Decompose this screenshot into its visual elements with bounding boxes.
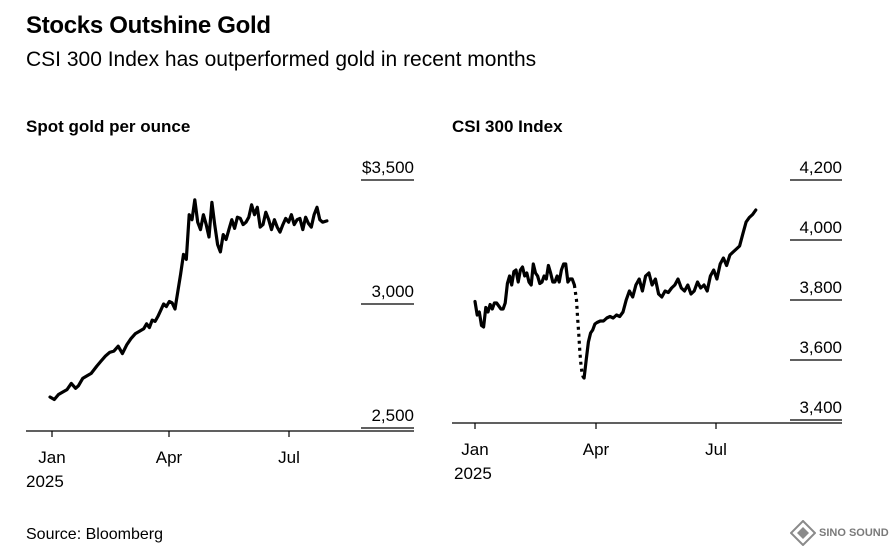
csi-x-ticks: Jan Apr Jul xyxy=(461,423,727,459)
csi-y-tick-label: 3,400 xyxy=(799,398,842,417)
gold-x-ticks: Jan Apr Jul xyxy=(38,431,300,467)
csi-series-line xyxy=(582,208,758,380)
chart-title: Stocks Outshine Gold xyxy=(26,12,271,39)
csi-x-year-label: 2025 xyxy=(454,464,492,483)
csi-x-tick-label: Apr xyxy=(583,440,610,459)
chart-subtitle: CSI 300 Index has outperformed gold in r… xyxy=(26,48,537,71)
csi-panel-title: CSI 300 Index xyxy=(452,117,563,136)
csi-y-tick-label: 3,600 xyxy=(799,338,842,357)
gold-panel: Spot gold per ounce 2,500 3,000 $3,500 Jan… xyxy=(26,117,414,491)
gold-gridlines xyxy=(361,179,414,429)
gold-x-tick-label: Jul xyxy=(278,448,300,467)
gold-x-year-label: 2025 xyxy=(26,472,64,491)
csi-y-tick-label: 3,800 xyxy=(799,278,842,297)
csi-y-tick-label: 4,000 xyxy=(799,218,842,237)
gold-x-tick-label: Jan xyxy=(38,448,65,467)
csi-x-tick-label: Jul xyxy=(705,440,727,459)
gold-series-line xyxy=(48,198,329,402)
gold-panel-title: Spot gold per ounce xyxy=(26,117,190,136)
diamond-logo-icon xyxy=(790,520,816,546)
csi-y-tick-labels: 3,400 3,600 3,800 4,000 4,200 xyxy=(799,158,842,417)
gold-series xyxy=(48,198,329,402)
gold-y-tick-label: $3,500 xyxy=(362,158,414,177)
csi-x-tick-label: Jan xyxy=(461,440,488,459)
gold-y-tick-label: 2,500 xyxy=(371,406,414,425)
csi-y-tick-label: 4,200 xyxy=(799,158,842,177)
gold-y-tick-labels: 2,500 3,000 $3,500 xyxy=(362,158,414,425)
csi-panel: CSI 300 Index 3,4003,6003,8004,0004,200 … xyxy=(452,117,842,483)
sino-sound-logo: SINO SOUND xyxy=(790,520,889,546)
logo-text: SINO SOUND xyxy=(819,527,889,539)
gold-x-tick-label: Apr xyxy=(156,448,183,467)
csi-series-line xyxy=(473,262,577,329)
logo-wordmark: SINO SOUND xyxy=(819,527,889,539)
csi-series xyxy=(473,208,758,380)
csi-gridlines xyxy=(790,179,842,421)
csi-series-gap-line xyxy=(572,284,586,379)
source-note: Source: Bloomberg xyxy=(26,526,163,543)
gold-y-tick-label: 3,000 xyxy=(371,282,414,301)
